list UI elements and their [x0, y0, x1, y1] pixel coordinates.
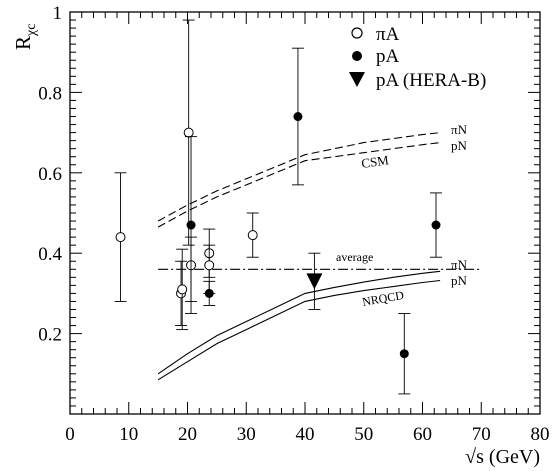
y-axis-label-main: R	[11, 36, 35, 50]
annotation-nrqcd-pn: pN	[451, 273, 468, 288]
data-point-open-circle	[247, 230, 258, 241]
annotation-csm: CSM	[360, 152, 390, 171]
data-points	[114, 19, 443, 395]
y-tick-label: 0.8	[38, 83, 62, 104]
x-tick-label: 30	[237, 424, 256, 445]
data-point-open-circle	[183, 127, 194, 138]
x-tick-label: 20	[178, 424, 197, 445]
legend-label-pa: pA	[376, 46, 400, 67]
x-tick-label: 10	[119, 424, 138, 445]
x-tick-label: 0	[65, 424, 75, 445]
curve-annotations: πN pN CSM average πN pN NRQCD	[336, 122, 468, 309]
y-tick-label: 0.2	[38, 325, 62, 346]
x-tick-label: 80	[531, 424, 550, 445]
data-point-filled-circle	[399, 349, 409, 359]
data-point-filled-circle	[186, 220, 196, 230]
y-axis-label-sub: χc	[24, 24, 39, 37]
axis-ticks: 0 10 20 30 40 50 60 70 80 0.2 0.4 0.6 0.8 1	[38, 3, 549, 445]
data-point-open-circle	[177, 284, 188, 295]
data-point-filled-circle	[293, 112, 303, 122]
x-tick-label: 50	[354, 424, 373, 445]
x-tick-label: 40	[296, 424, 315, 445]
x-tick-label: 60	[413, 424, 432, 445]
curve-nrqcd-n	[157, 270, 441, 375]
theory-curves	[157, 132, 482, 381]
curve-nrqcd-pn	[157, 279, 441, 381]
curve-csm-pn	[157, 142, 441, 228]
legend-open-circle-icon	[351, 27, 363, 39]
y-tick-label: 0.4	[38, 244, 62, 265]
data-point-filled-circle	[431, 220, 441, 230]
x-tick-label: 70	[472, 424, 491, 445]
annotation-average: average	[336, 250, 373, 264]
y-axis-label: Rχc	[11, 24, 39, 50]
data-point-open-circle	[115, 232, 126, 243]
x-axis-label: √s (GeV)	[465, 446, 540, 468]
data-point-triangle	[306, 273, 323, 290]
legend-label-pia: πA	[376, 24, 400, 45]
annotation-nrqcd: NRQCD	[361, 288, 405, 309]
annotation-csm-pn: pN	[451, 138, 468, 153]
legend: πA pA pA (HERA-B)	[349, 24, 486, 91]
annotation-nrqcd-pin: πN	[451, 257, 468, 272]
y-tick-label: 1	[53, 3, 63, 24]
legend-label-pa-herab: pA (HERA-B)	[376, 70, 486, 91]
legend-filled-circle-icon	[352, 51, 362, 61]
curve-csm-n	[157, 132, 441, 222]
annotation-csm-pin: πN	[451, 122, 468, 137]
data-point-open-circle	[204, 260, 215, 271]
legend-triangle-down-icon	[349, 72, 365, 87]
y-tick-label: 0.6	[38, 164, 62, 185]
data-point-filled-circle	[204, 288, 214, 298]
